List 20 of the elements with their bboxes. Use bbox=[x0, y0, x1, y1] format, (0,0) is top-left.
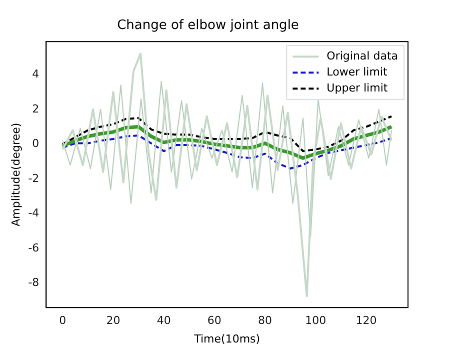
chart-title: Change of elbow joint angle bbox=[117, 18, 299, 34]
y-tick-label: -4 bbox=[28, 206, 40, 220]
y-axis-title: Amplitude(degree) bbox=[9, 122, 22, 226]
x-tick-label: 20 bbox=[106, 314, 120, 328]
y-tick-label: 2 bbox=[32, 102, 40, 116]
legend-label: Lower limit bbox=[326, 65, 388, 78]
x-tick-label: 100 bbox=[305, 314, 326, 328]
x-tick-label: 80 bbox=[258, 314, 272, 328]
legend-label: Original data bbox=[326, 49, 398, 62]
x-tick-label: 120 bbox=[356, 314, 377, 328]
x-axis-title: Time(10ms) bbox=[193, 332, 260, 346]
y-tick-label: 4 bbox=[32, 67, 40, 80]
x-tick-label: 40 bbox=[156, 314, 171, 328]
x-tick-label: 60 bbox=[207, 314, 222, 328]
x-tick-label: 0 bbox=[59, 314, 66, 328]
y-tick-label: -8 bbox=[28, 276, 40, 290]
y-tick-label: -6 bbox=[28, 241, 40, 254]
y-tick-label: -2 bbox=[28, 172, 40, 185]
y-tick-label: 0 bbox=[32, 137, 40, 150]
legend-label: Upper limit bbox=[326, 81, 388, 94]
